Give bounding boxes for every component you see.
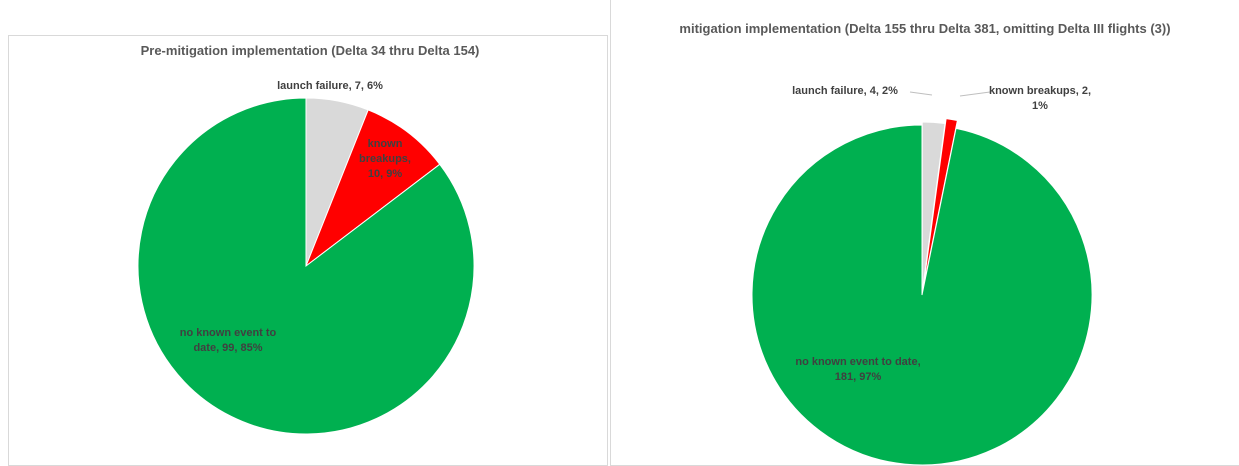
data-label: launch failure, 4, 2% bbox=[792, 85, 898, 97]
data-label: no known event to date, 99, 85% bbox=[179, 327, 277, 354]
pie-slice bbox=[137, 97, 475, 435]
data-label: known breakups, 2, 1% bbox=[988, 85, 1092, 112]
pie-slice bbox=[304, 109, 441, 268]
chart-title: Pre-mitigation implementation (Delta 34 … bbox=[140, 43, 480, 58]
chart-title: mitigation implementation (Delta 155 thr… bbox=[679, 21, 1171, 36]
data-label: no known event to date, 181, 97% bbox=[795, 356, 921, 383]
pie-slice bbox=[751, 124, 1093, 466]
leader-line bbox=[909, 91, 933, 96]
data-label: known breakups, 10, 9% bbox=[359, 138, 411, 180]
data-label: launch failure, 7, 6% bbox=[277, 80, 383, 92]
leader-line bbox=[959, 91, 991, 97]
